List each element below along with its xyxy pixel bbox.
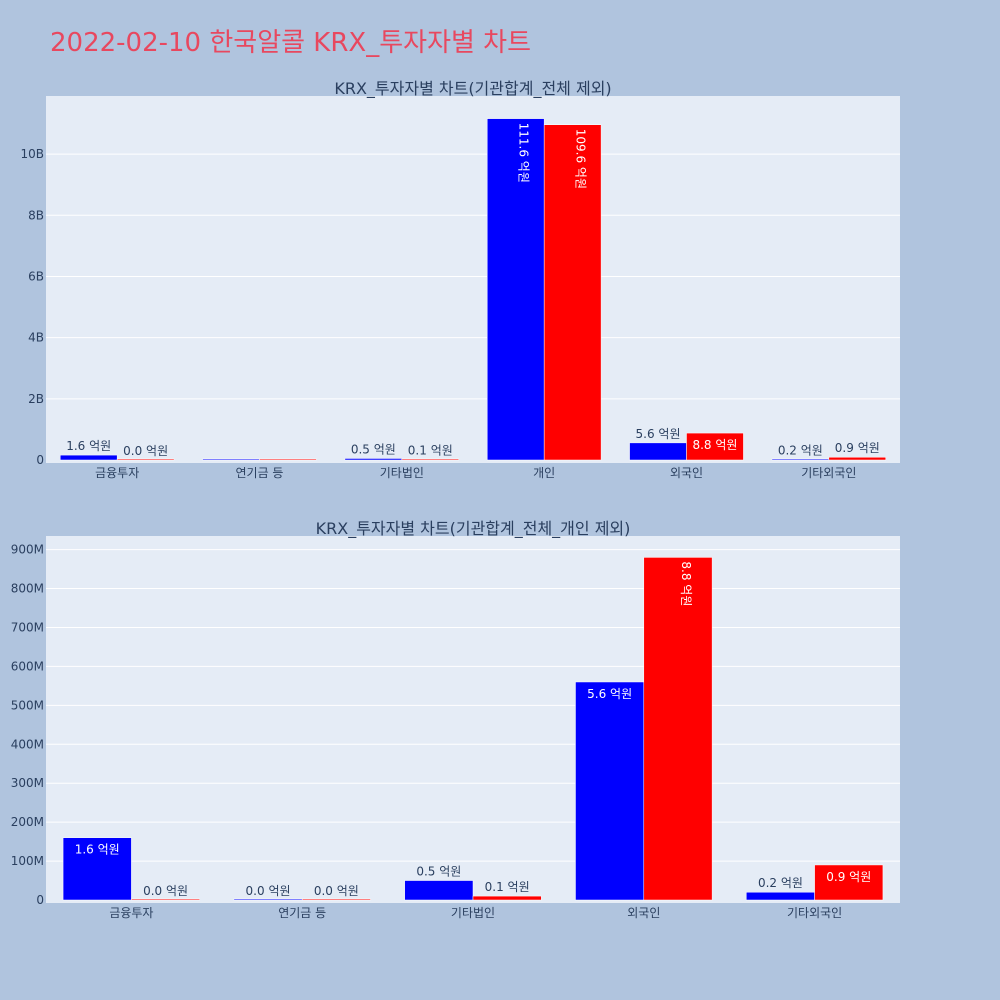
bar (344, 458, 403, 461)
bar (746, 891, 815, 901)
bar-data-label: 1.6 억원 (66, 439, 111, 453)
y-tick-label: 10B (20, 147, 44, 161)
bar (301, 898, 371, 901)
bar (828, 456, 887, 461)
bar (62, 837, 132, 901)
y-tick-label: 200M (11, 815, 44, 829)
bar (575, 681, 645, 901)
x-tick-label: 연기금 등 (236, 466, 284, 480)
y-tick-label: 300M (11, 776, 44, 790)
y-tick-label: 8B (28, 208, 44, 222)
bar-data-label: 8.8 억원 (692, 438, 737, 452)
bar-data-label: 111.6 억원 (517, 123, 531, 183)
x-tick-label: 기타법인 (451, 906, 495, 920)
x-tick-label: 기타외국인 (787, 906, 842, 920)
bar-data-label: 0.1 억원 (485, 880, 530, 894)
bar (116, 458, 175, 461)
bar-data-label: 0.1 억원 (408, 444, 453, 458)
bar (202, 458, 260, 461)
bar (233, 898, 303, 901)
y-tick-label: 900M (11, 543, 44, 557)
bar-data-label: 109.6 억원 (574, 129, 588, 189)
bar-data-label: 0.0 억원 (314, 884, 359, 898)
y-tick-label: 0 (36, 893, 44, 907)
bar (59, 454, 118, 461)
y-tick-label: 2B (28, 392, 44, 406)
bar (486, 118, 545, 461)
bar (686, 432, 744, 461)
x-tick-label: 기타법인 (380, 466, 424, 480)
plot-area (46, 536, 900, 903)
x-tick-label: 금융투자 (109, 906, 153, 920)
bar-data-label: 0.5 억원 (351, 442, 396, 456)
bar (629, 442, 687, 461)
bar-data-label: 0.5 억원 (416, 865, 461, 879)
x-tick-label: 연기금 등 (278, 906, 326, 920)
bar-data-label: 0.2 억원 (778, 443, 823, 457)
chart-2: 0 100M 200M 300M 400M 500M 600M 700M 800M 900M KRX… (11, 519, 900, 920)
bar (259, 458, 317, 461)
plot-area (46, 96, 900, 463)
bar-data-label: 0.0 억원 (246, 884, 291, 898)
y-tick-label: 800M (11, 582, 44, 596)
bar-data-label: 0.9 억원 (826, 870, 871, 884)
y-tick-label: 6B (28, 269, 44, 283)
bar (401, 458, 460, 461)
bar-data-label: 0.9 억원 (835, 441, 880, 455)
x-tick-label: 외국인 (670, 466, 703, 480)
x-tick-label: 금융투자 (95, 466, 139, 480)
bar (814, 864, 884, 901)
bar (771, 458, 830, 461)
chart-1: 0 2B 4B 6B 8B 10B KRX_투자자별 차트(기관합계_전체 제외) 금융투자 1… (20, 79, 900, 480)
y-tick-label: 0 (36, 453, 44, 467)
bar (472, 895, 542, 901)
bar-data-label: 1.6 억원 (75, 843, 120, 857)
bar-data-label: 8.8 억원 (679, 561, 693, 606)
bar (543, 124, 602, 461)
y-tick-label: 500M (11, 698, 44, 712)
y-tick-label: 600M (11, 659, 44, 673)
bar-data-label: 5.6 억원 (587, 687, 632, 701)
bar (404, 880, 474, 901)
y-tick-label: 700M (11, 620, 44, 634)
bar (643, 557, 713, 901)
bar-data-label: 0.0 억원 (143, 884, 188, 898)
y-tick-label: 400M (11, 737, 44, 751)
chart-title: KRX_투자자별 차트(기관합계_전체 제외) (334, 79, 611, 99)
x-tick-label: 기타외국인 (801, 466, 856, 480)
bar-data-label: 5.6 억원 (636, 427, 681, 441)
y-tick-label: 4B (28, 331, 44, 345)
x-tick-label: 개인 (533, 466, 555, 480)
bar-data-label: 0.2 억원 (758, 876, 803, 890)
page-title: 2022-02-10 한국알콜 KRX_투자자별 차트 (50, 28, 532, 58)
bar (131, 898, 200, 901)
y-tick-label: 100M (11, 854, 44, 868)
bar-data-label: 0.0 억원 (123, 444, 168, 458)
x-tick-label: 외국인 (627, 906, 660, 920)
chart-title: KRX_투자자별 차트(기관합계_전체_개인 제외) (316, 519, 631, 539)
